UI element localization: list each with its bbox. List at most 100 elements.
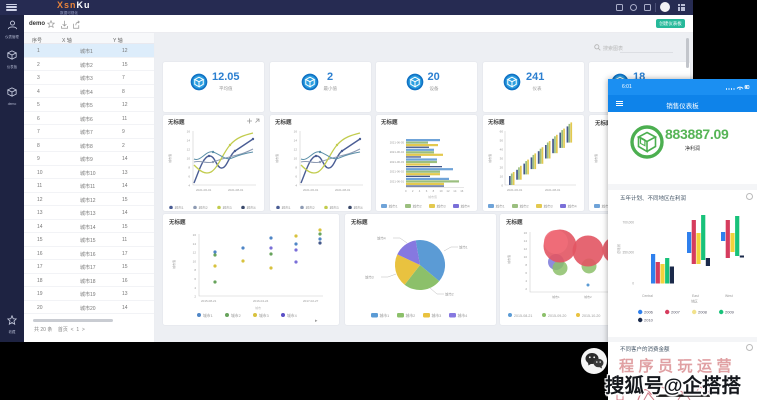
svg-text:0: 0 (632, 282, 634, 286)
svg-text:2006: 2006 (644, 310, 654, 315)
svg-text:2015-08-21: 2015-08-21 (514, 314, 532, 318)
svg-text:城市值: 城市值 (167, 154, 172, 163)
svg-text:12: 12 (293, 148, 297, 152)
svg-text:城市值: 城市值 (506, 255, 511, 264)
svg-text:16: 16 (460, 189, 464, 193)
svg-text:50: 50 (499, 139, 503, 143)
svg-text:16: 16 (193, 233, 197, 237)
svg-text:700,000: 700,000 (622, 221, 634, 225)
svg-text:城市1: 城市1 (602, 204, 611, 209)
svg-text:2008: 2008 (698, 310, 708, 315)
svg-text:城市4: 城市4 (567, 204, 576, 209)
svg-text:8: 8 (188, 166, 190, 170)
svg-text:4: 4 (188, 184, 190, 188)
svg-text:10: 10 (193, 259, 197, 263)
svg-text:10: 10 (440, 189, 444, 193)
svg-text:城市4: 城市4 (458, 313, 468, 318)
svg-text:2021-06-01: 2021-06-01 (390, 179, 405, 183)
svg-text:无标题: 无标题 (167, 118, 185, 126)
svg-text:14: 14 (524, 239, 528, 243)
svg-text:无标题: 无标题 (505, 218, 523, 226)
svg-text:无标题: 无标题 (168, 218, 186, 226)
svg-text:0: 0 (501, 184, 503, 188)
svg-text:2: 2 (194, 295, 196, 299)
svg-text:8: 8 (295, 166, 297, 170)
svg-text:2021-06-05: 2021-06-05 (390, 141, 405, 145)
svg-text:城市1: 城市1 (203, 313, 213, 318)
svg-text:20: 20 (499, 166, 503, 170)
svg-text:6: 6 (525, 271, 527, 275)
svg-text:城市2: 城市2 (199, 205, 208, 209)
svg-text:城市1: 城市1 (175, 205, 184, 209)
svg-text:城市值: 城市值 (171, 260, 176, 269)
svg-text:14: 14 (293, 139, 297, 143)
svg-text:城市2: 城市2 (413, 204, 422, 209)
svg-text:16: 16 (524, 231, 528, 235)
svg-text:2: 2 (525, 287, 527, 291)
svg-text:城市值: 城市值 (274, 154, 279, 163)
svg-text:40: 40 (499, 148, 503, 152)
svg-text:城市4: 城市4 (353, 205, 362, 209)
svg-text:10: 10 (499, 175, 503, 179)
svg-text:East: East (692, 294, 699, 298)
svg-text:城市2: 城市2 (305, 205, 314, 209)
svg-text:2021-06-04: 2021-06-04 (390, 150, 405, 154)
svg-text:12: 12 (446, 189, 450, 193)
svg-text:16: 16 (293, 130, 297, 134)
svg-text:Central: Central (642, 294, 653, 298)
svg-text:10: 10 (187, 157, 191, 161)
svg-text:4: 4 (295, 184, 297, 188)
svg-text:城市值: 城市值 (593, 154, 598, 163)
svg-text:6: 6 (188, 175, 190, 179)
svg-text:8: 8 (525, 263, 527, 267)
svg-text:2015-08-21: 2015-08-21 (201, 299, 217, 303)
svg-text:4: 4 (419, 189, 421, 193)
svg-text:2021-08-01: 2021-08-01 (228, 188, 244, 192)
svg-text:城市3: 城市3 (259, 313, 269, 318)
svg-text:城市3: 城市3 (329, 205, 338, 209)
svg-text:2016-04-24: 2016-04-24 (253, 299, 269, 303)
svg-text:2009: 2009 (725, 310, 735, 315)
svg-text:10: 10 (524, 255, 528, 259)
svg-text:城市3: 城市3 (543, 204, 552, 209)
svg-text:60: 60 (499, 130, 503, 134)
svg-text:总利润: 总利润 (616, 244, 621, 254)
svg-text:2010: 2010 (644, 318, 654, 323)
svg-text:16: 16 (187, 130, 191, 134)
svg-text:2021-06-01: 2021-06-01 (507, 188, 523, 192)
svg-text:2021-06-01: 2021-06-01 (196, 188, 212, 192)
svg-text:0: 0 (405, 189, 407, 193)
svg-text:12: 12 (524, 247, 528, 251)
svg-text:城市1: 城市1 (459, 245, 468, 250)
svg-text:14: 14 (193, 242, 197, 246)
svg-text:6: 6 (426, 189, 428, 193)
svg-text:城市1: 城市1 (380, 313, 390, 318)
svg-text:城市值: 城市值 (428, 194, 437, 199)
svg-text:无标题: 无标题 (274, 118, 292, 126)
svg-text:城市1: 城市1 (495, 204, 504, 209)
svg-text:4: 4 (194, 286, 196, 290)
svg-text:城市4: 城市4 (377, 236, 386, 241)
svg-text:8: 8 (433, 189, 435, 193)
svg-text:城市2: 城市2 (445, 292, 454, 297)
svg-text:6: 6 (194, 277, 196, 281)
svg-text:城市4: 城市4 (461, 204, 470, 209)
svg-text:2021-08-01: 2021-08-01 (335, 188, 351, 192)
svg-text:2015-09-20: 2015-09-20 (548, 314, 566, 318)
svg-text:10: 10 (293, 157, 297, 161)
svg-text:2021-08-01: 2021-08-01 (545, 188, 561, 192)
svg-text:城市4: 城市4 (247, 205, 256, 209)
svg-text:城市3: 城市3 (432, 313, 442, 318)
svg-text:城市1: 城市1 (389, 204, 398, 209)
svg-text:城市2: 城市2 (584, 294, 592, 299)
svg-text:城市3: 城市3 (437, 204, 446, 209)
svg-text:West: West (725, 294, 733, 298)
svg-text:城市1: 城市1 (552, 294, 560, 299)
svg-text:无标题: 无标题 (487, 118, 505, 126)
svg-text:30: 30 (499, 157, 503, 161)
svg-text:12: 12 (193, 251, 197, 255)
svg-text:2017-02-27: 2017-02-27 (303, 299, 319, 303)
svg-text:4: 4 (525, 279, 527, 283)
svg-text:城市: 城市 (255, 305, 261, 310)
svg-text:2: 2 (412, 189, 414, 193)
